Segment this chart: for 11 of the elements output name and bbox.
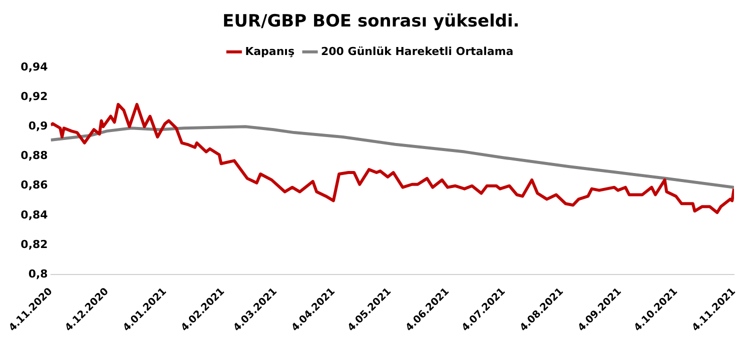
legend-label: Kapanış [245,44,295,58]
legend-label: 200 Günlük Hareketli Ortalama [321,44,514,58]
y-tick-label: 0,84 [20,208,48,222]
y-tick-label: 0,92 [20,90,48,103]
y-tick-label: 0,8 [28,268,48,281]
y-tick-label: 0,94 [20,60,48,74]
chart-title: EUR/GBP BOE sonrası yükseldi. [222,12,520,32]
y-tick-label: 0,82 [20,238,48,251]
y-tick-label: 0,86 [20,178,48,192]
y-tick-label: 0,9 [28,119,48,132]
y-tick-label: 0,88 [20,149,48,162]
